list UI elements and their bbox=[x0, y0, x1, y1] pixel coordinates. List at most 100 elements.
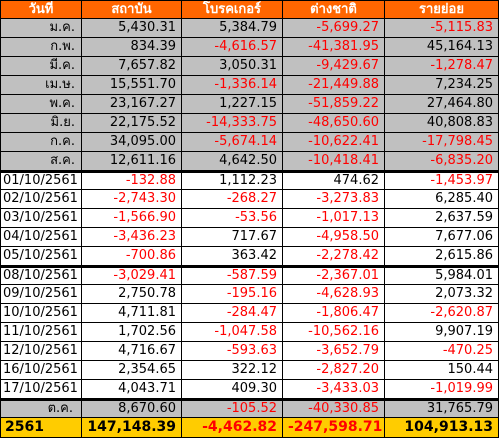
daily-row-6-col-3: -4,628.93 bbox=[283, 285, 385, 304]
daily-row-7-col-0: 10/10/2561 bbox=[0, 304, 82, 323]
daily-row-11-col-2: 409.30 bbox=[182, 380, 283, 399]
daily-row-11-col-3: -3,433.03 bbox=[283, 380, 385, 399]
month-row-2-col-2: 3,050.31 bbox=[182, 57, 283, 76]
daily-row-5-col-2: -587.59 bbox=[182, 266, 283, 285]
daily-row-1-col-1: -2,743.30 bbox=[82, 190, 182, 209]
daily-row-6-col-0: 09/10/2561 bbox=[0, 285, 82, 304]
daily-row-7-col-1: 4,711.81 bbox=[82, 304, 182, 323]
daily-row-2-col-0: 03/10/2561 bbox=[0, 209, 82, 228]
month-row-7-col-1: 12,611.16 bbox=[82, 152, 182, 171]
month-row-4-col-3: -51,859.22 bbox=[283, 95, 385, 114]
month-row-3-col-1: 15,551.70 bbox=[82, 76, 182, 95]
summary-row-col-3: -40,330.85 bbox=[283, 399, 385, 418]
daily-row-4-col-2: 363.42 bbox=[182, 247, 283, 266]
month-row-5-col-3: -48,650.60 bbox=[283, 114, 385, 133]
daily-row-1-col-4: 6,285.40 bbox=[385, 190, 499, 209]
header-cell-col-0: วันที่ bbox=[0, 0, 82, 19]
month-row-6-col-4: -17,798.45 bbox=[385, 133, 499, 152]
daily-row-6-col-1: 2,750.78 bbox=[82, 285, 182, 304]
daily-row-6-col-2: -195.16 bbox=[182, 285, 283, 304]
month-row-7-col-4: -6,835.20 bbox=[385, 152, 499, 171]
daily-row-4-col-4: 2,615.86 bbox=[385, 247, 499, 266]
daily-row-0-col-1: -132.88 bbox=[82, 171, 182, 190]
month-row-0-col-1: 5,430.31 bbox=[82, 19, 182, 38]
header-cell-col-3: ต่างชาติ bbox=[283, 0, 385, 19]
month-row-6-col-0: ก.ค. bbox=[0, 133, 82, 152]
daily-row-10-col-3: -2,827.20 bbox=[283, 361, 385, 380]
total-row-col-2: -4,462.82 bbox=[182, 418, 283, 438]
daily-row-8-col-2: -1,047.58 bbox=[182, 323, 283, 342]
daily-row-10-col-0: 16/10/2561 bbox=[0, 361, 82, 380]
daily-row-3-col-0: 04/10/2561 bbox=[0, 228, 82, 247]
daily-row-10-col-4: 150.44 bbox=[385, 361, 499, 380]
month-row-1-col-4: 45,164.13 bbox=[385, 38, 499, 57]
daily-row-4-col-0: 05/10/2561 bbox=[0, 247, 82, 266]
month-row-4-col-4: 27,464.80 bbox=[385, 95, 499, 114]
total-row-col-0: 2561 bbox=[0, 418, 82, 438]
month-row-1-col-0: ก.พ. bbox=[0, 38, 82, 57]
total-row-col-1: 147,148.39 bbox=[82, 418, 182, 438]
daily-row-7-col-4: -2,620.87 bbox=[385, 304, 499, 323]
month-row-2-col-3: -9,429.67 bbox=[283, 57, 385, 76]
month-row-4-col-0: พ.ค. bbox=[0, 95, 82, 114]
daily-row-10-col-1: 2,354.65 bbox=[82, 361, 182, 380]
daily-row-7-col-3: -1,806.47 bbox=[283, 304, 385, 323]
month-row-2-col-0: มี.ค. bbox=[0, 57, 82, 76]
month-row-5-col-2: -14,333.75 bbox=[182, 114, 283, 133]
month-row-6-col-2: -5,674.14 bbox=[182, 133, 283, 152]
daily-row-0-col-4: -1,453.97 bbox=[385, 171, 499, 190]
month-row-1-col-2: -4,616.57 bbox=[182, 38, 283, 57]
month-row-3-col-4: 7,234.25 bbox=[385, 76, 499, 95]
daily-row-8-col-3: -10,562.16 bbox=[283, 323, 385, 342]
daily-row-1-col-2: -268.27 bbox=[182, 190, 283, 209]
header-cell-col-1: สถาบัน bbox=[82, 0, 182, 19]
daily-row-1-col-0: 02/10/2561 bbox=[0, 190, 82, 209]
summary-row-col-4: 31,765.79 bbox=[385, 399, 499, 418]
month-row-2-col-4: -1,278.47 bbox=[385, 57, 499, 76]
daily-row-6-col-4: 2,073.32 bbox=[385, 285, 499, 304]
daily-row-9-col-0: 12/10/2561 bbox=[0, 342, 82, 361]
daily-row-3-col-2: 717.67 bbox=[182, 228, 283, 247]
daily-row-3-col-4: 7,677.06 bbox=[385, 228, 499, 247]
daily-row-8-col-4: 9,907.19 bbox=[385, 323, 499, 342]
month-row-5-col-1: 22,175.52 bbox=[82, 114, 182, 133]
month-row-0-col-4: -5,115.83 bbox=[385, 19, 499, 38]
daily-row-4-col-1: -700.86 bbox=[82, 247, 182, 266]
header-cell-col-4: รายย่อย bbox=[385, 0, 499, 19]
month-row-3-col-2: -1,336.14 bbox=[182, 76, 283, 95]
daily-row-7-col-2: -284.47 bbox=[182, 304, 283, 323]
daily-row-3-col-3: -4,958.50 bbox=[283, 228, 385, 247]
summary-row-col-1: 8,670.60 bbox=[82, 399, 182, 418]
month-row-6-col-3: -10,622.41 bbox=[283, 133, 385, 152]
month-row-7-col-2: 4,642.50 bbox=[182, 152, 283, 171]
daily-row-5-col-0: 08/10/2561 bbox=[0, 266, 82, 285]
daily-row-0-col-3: 474.62 bbox=[283, 171, 385, 190]
month-row-1-col-1: 834.39 bbox=[82, 38, 182, 57]
daily-row-5-col-1: -3,029.41 bbox=[82, 266, 182, 285]
total-row-col-4: 104,913.13 bbox=[385, 418, 499, 438]
daily-row-11-col-0: 17/10/2561 bbox=[0, 380, 82, 399]
month-row-5-col-4: 40,808.83 bbox=[385, 114, 499, 133]
daily-row-2-col-2: -53.56 bbox=[182, 209, 283, 228]
daily-row-11-col-1: 4,043.71 bbox=[82, 380, 182, 399]
daily-row-8-col-0: 11/10/2561 bbox=[0, 323, 82, 342]
header-cell-col-2: โบรคเกอร์ bbox=[182, 0, 283, 19]
daily-row-8-col-1: 1,702.56 bbox=[82, 323, 182, 342]
daily-row-9-col-1: 4,716.67 bbox=[82, 342, 182, 361]
daily-row-2-col-1: -1,566.90 bbox=[82, 209, 182, 228]
summary-row-col-2: -105.52 bbox=[182, 399, 283, 418]
daily-row-4-col-3: -2,278.42 bbox=[283, 247, 385, 266]
summary-row-col-0: ต.ค. bbox=[0, 399, 82, 418]
month-row-2-col-1: 7,657.82 bbox=[82, 57, 182, 76]
total-row-col-3: -247,598.71 bbox=[283, 418, 385, 438]
month-row-0-col-0: ม.ค. bbox=[0, 19, 82, 38]
month-row-0-col-2: 5,384.79 bbox=[182, 19, 283, 38]
daily-row-9-col-3: -3,652.79 bbox=[283, 342, 385, 361]
daily-row-9-col-4: -470.25 bbox=[385, 342, 499, 361]
daily-row-0-col-2: 1,112.23 bbox=[182, 171, 283, 190]
daily-row-1-col-3: -3,273.83 bbox=[283, 190, 385, 209]
month-row-4-col-1: 23,167.27 bbox=[82, 95, 182, 114]
month-row-5-col-0: มิ.ย. bbox=[0, 114, 82, 133]
month-row-1-col-3: -41,381.95 bbox=[283, 38, 385, 57]
